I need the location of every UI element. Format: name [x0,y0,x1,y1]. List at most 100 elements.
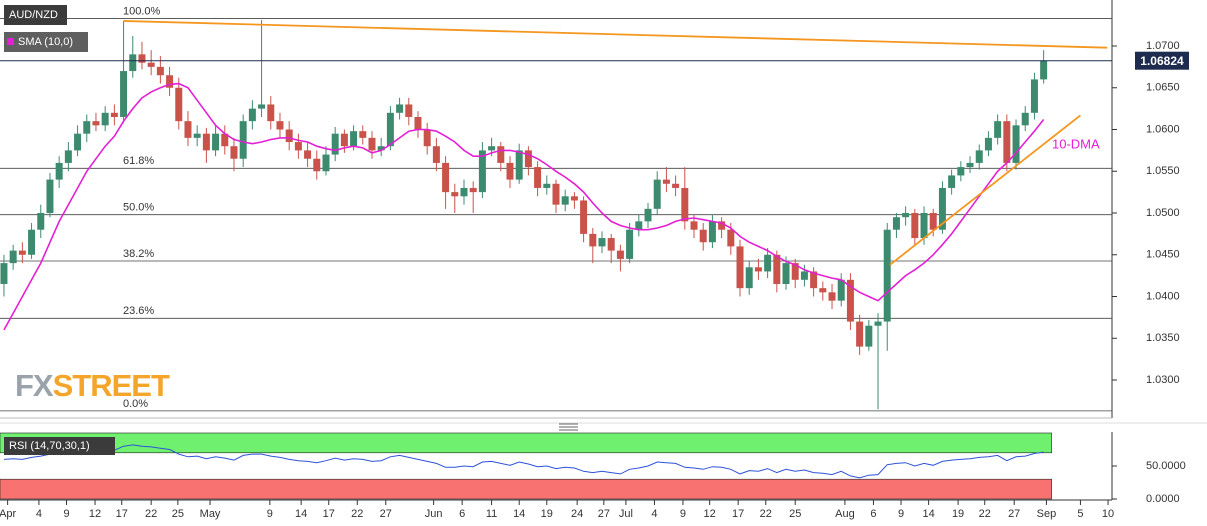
candle-body [359,131,367,138]
candle-body [690,221,698,230]
candle-body [285,129,293,143]
candle-body [846,279,854,322]
candle-body [865,325,873,347]
candle-body [764,254,772,272]
candle-body [644,208,652,222]
y-tick-label: 1.0550 [1146,165,1180,177]
candle-body [92,121,100,126]
candle-body [386,112,394,147]
fib-label: 23.6% [123,305,154,317]
y2-tick-label: 50.0000 [1146,460,1186,472]
x-tick-label: 24 [571,508,583,520]
x-tick-label: 14 [295,508,307,520]
candle-body [534,167,542,188]
candle-body [0,263,8,284]
candle-body [929,213,937,230]
candle-body [469,187,477,193]
fib-label: 100.0% [123,5,161,17]
x-tick-label: 22 [979,508,991,520]
candle-body [515,150,523,180]
candle-body [202,133,210,151]
x-tick-label: 22 [760,508,772,520]
candle-body [653,179,661,209]
y-tick-label: 1.0400 [1146,290,1180,302]
y-tick-label: 1.0350 [1146,332,1180,344]
candle-body [791,263,799,280]
candle-body [736,246,744,289]
rsi-line [3,444,1044,479]
candle-body [129,54,137,72]
x-tick-label: 9 [63,508,69,520]
candle-body [488,146,496,151]
trend-line [123,20,1108,49]
candle-body [589,233,597,247]
candle-body [718,221,726,230]
candle-body [147,62,155,67]
candle-body [120,71,128,117]
candle-body [212,133,220,151]
candle-body [607,238,615,251]
candle-body [46,179,54,214]
x-tick-label: 12 [704,508,716,520]
x-tick-label: 5 [1077,508,1083,520]
candle-body [451,192,459,197]
x-tick-label: 9 [680,508,686,520]
candle-body [948,175,956,188]
candle-body [782,263,790,284]
candle-body [892,217,900,230]
candle-body [193,133,201,138]
watermark: FXSTREET [15,368,170,403]
y2-tick-label: 0.0000 [1146,493,1180,505]
candle-body [911,213,919,239]
candle-body [1012,125,1020,163]
x-tick-label: Sep [1037,508,1057,520]
candle-body [340,133,348,147]
candle-body [101,112,109,126]
fib-label: 61.8% [123,155,154,167]
x-tick-label: 25 [172,508,184,520]
x-tick-label: 10 [1102,508,1114,520]
candle-body [267,104,275,122]
candle-body [230,146,238,159]
candle-body [239,121,247,159]
candle-body [248,108,256,122]
x-tick-label: 27 [598,508,610,520]
candle-body [166,75,174,88]
x-tick-label: 27 [1008,508,1020,520]
candle-body [819,288,827,293]
candle-body [552,183,560,205]
candle-body [442,162,450,193]
symbol-legend: AUD/NZD [9,9,58,21]
y-tick-label: 1.0700 [1146,40,1180,52]
x-tick-label: 14 [923,508,935,520]
sma-legend: SMA (10,0) [18,36,73,48]
x-tick-label: 6 [870,508,876,520]
candle-body [699,229,707,243]
y-tick-label: 1.0650 [1146,82,1180,94]
candle-body [570,196,578,201]
y-tick-label: 1.0300 [1146,374,1180,386]
candle-body [368,137,376,151]
candle-body [276,121,284,130]
candle-body [957,167,965,176]
candle-body [28,229,36,255]
fib-label: 50.0% [123,202,154,214]
candle-body [294,142,302,151]
candle-body [681,187,689,222]
x-tick-label: Jun [425,508,443,520]
x-tick-label: 9 [267,508,273,520]
candle-body [478,150,486,193]
candle-body [984,137,992,151]
y-tick-label: 1.0450 [1146,249,1180,261]
sma-legend-swatch [7,38,14,45]
candle-body [856,321,864,347]
rsi-legend: RSI (14,70,30,1) [9,440,90,452]
candle-body [1040,60,1048,80]
sma-legend-box [4,32,88,52]
candle-body [83,121,91,134]
candle-body [902,213,910,218]
candle-body [497,146,505,163]
x-tick-label: 19 [952,508,964,520]
x-tick-label: 19 [541,508,553,520]
